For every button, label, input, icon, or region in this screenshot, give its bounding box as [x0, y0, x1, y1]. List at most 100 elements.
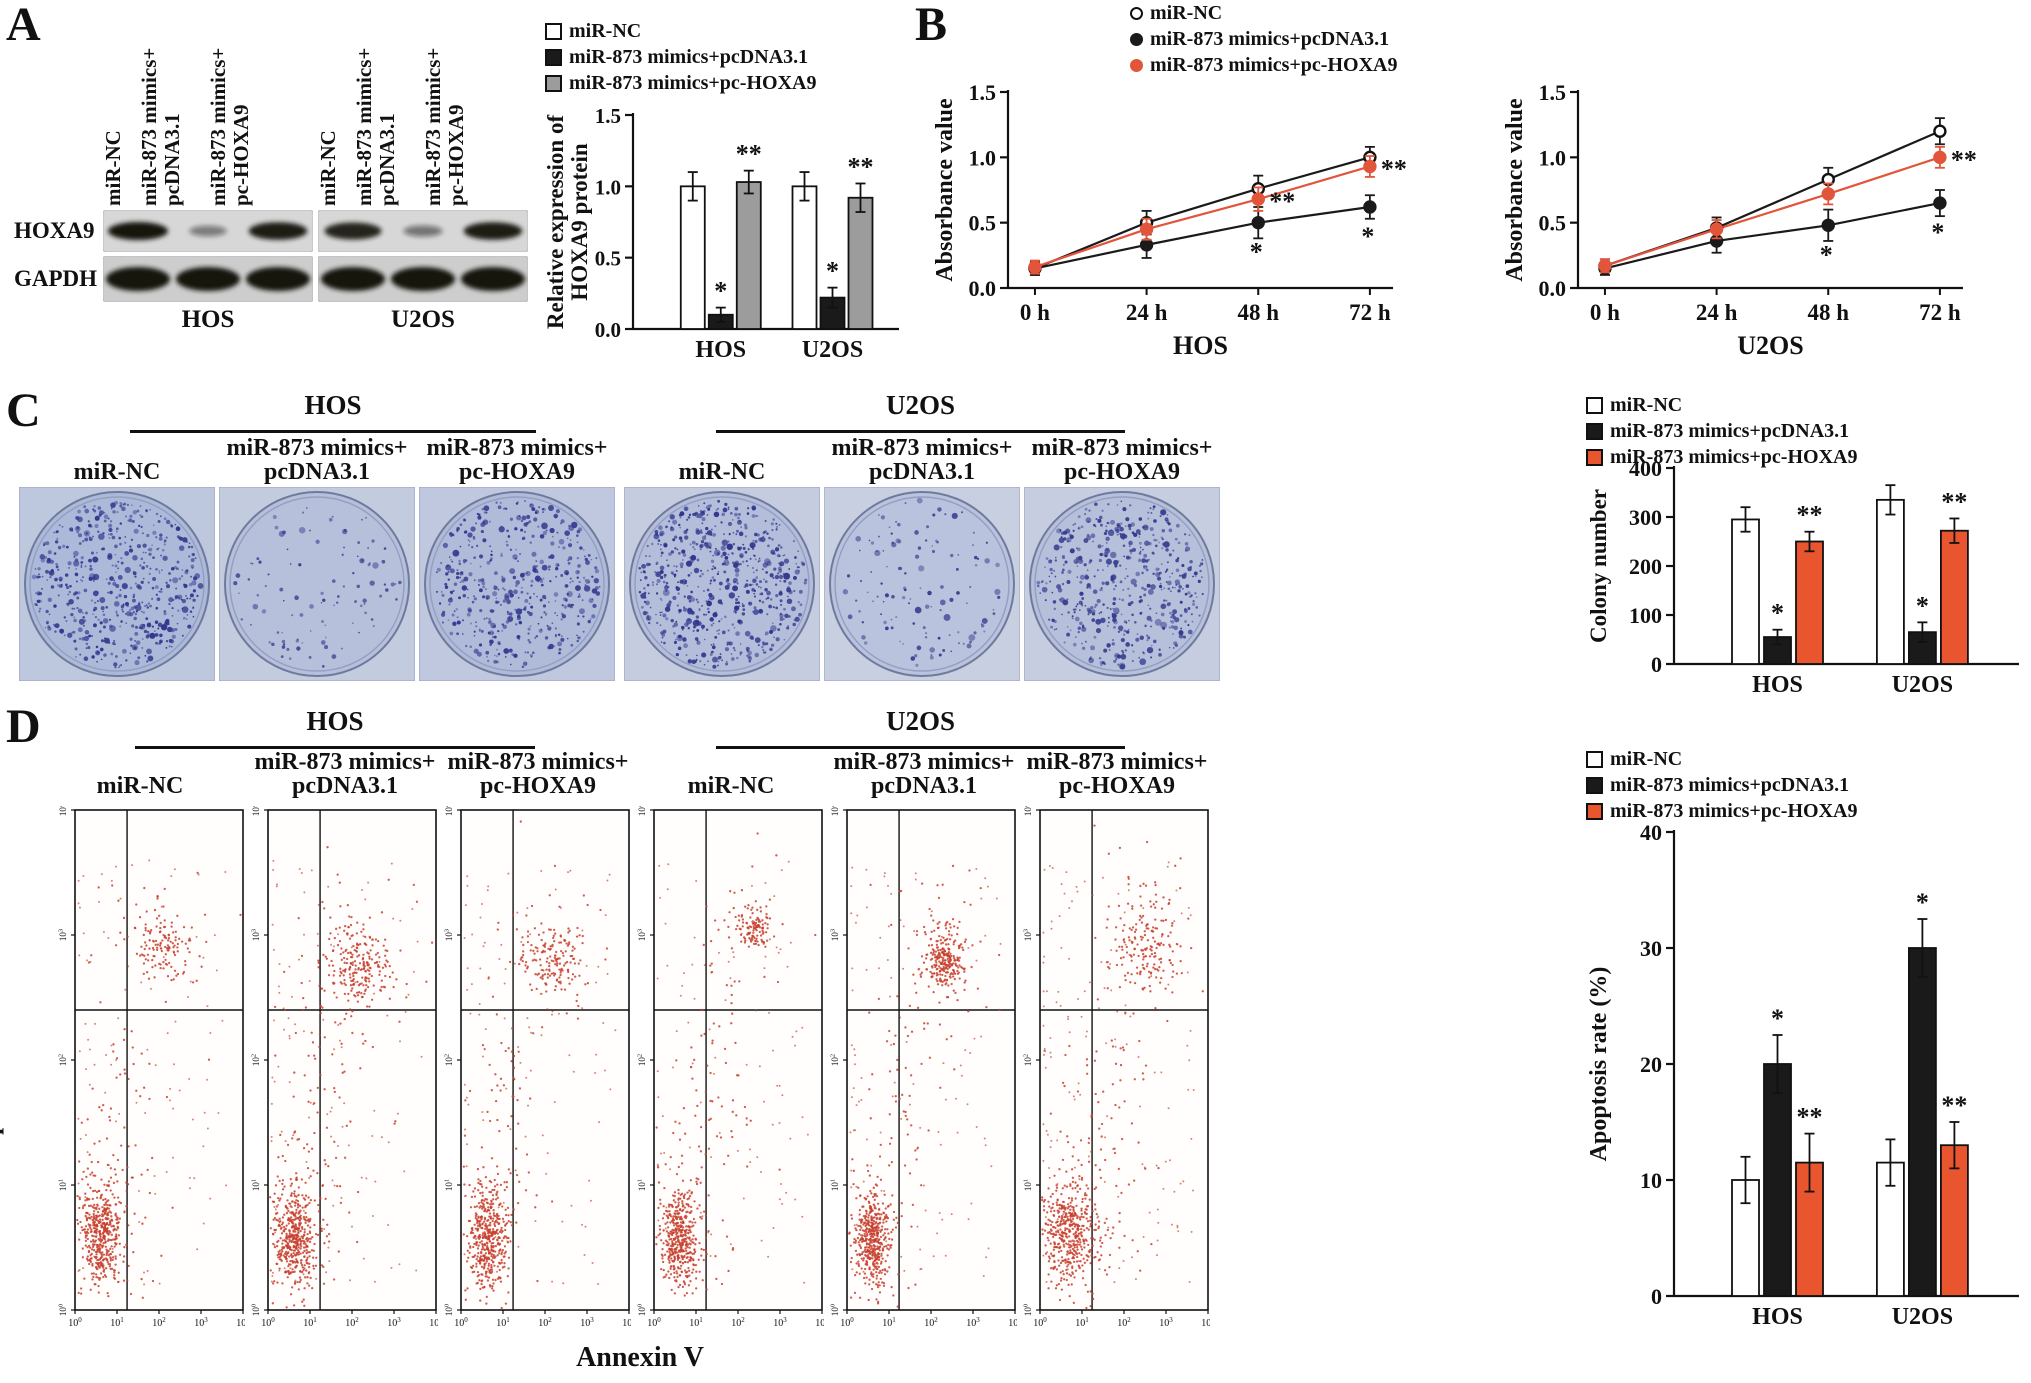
svg-text:100: 100 [261, 1316, 275, 1329]
legend-label: miR-NC [1610, 394, 1683, 416]
svg-text:0.0: 0.0 [1539, 276, 1567, 301]
col-label-d-5: miR-873 mimics+ pcDNA3.1 [819, 748, 1029, 798]
col-label-line1: miR-873 mimics+ [1031, 435, 1213, 461]
dish-u2os-mir873-pcdna [823, 486, 1021, 682]
svg-text:*: * [826, 257, 839, 286]
svg-text:1.0: 1.0 [595, 175, 621, 199]
svg-text:101: 101 [496, 1316, 510, 1329]
legend-item: miR-873 mimics+pcDNA3.1 [1130, 28, 1397, 51]
chart-cck8-u2os: 0.0 0.5 1.0 1.5 Absorbance value 0 h 24 h 48 h 7… [1498, 78, 1993, 368]
col-label-line2: pc-HOXA9 [1064, 459, 1180, 485]
blot-group-label-u2os: U2OS [391, 306, 455, 333]
col-label-line2: pcDNA3.1 [869, 459, 975, 485]
svg-text:100: 100 [454, 1316, 468, 1329]
chart-hoxa9-protein: 0.0 0.5 1.0 1.5 Relative expression of HOXA9 … [543, 95, 905, 363]
legend-swatch-orange [1586, 803, 1603, 820]
blot-HOXA9-HOS [102, 209, 314, 253]
col-label-d-2: miR-873 mimics+ pcDNA3.1 [240, 748, 450, 798]
col-label-line2: pcDNA3.1 [264, 459, 370, 485]
western-blot-hoxa9-u2os [317, 209, 529, 253]
legend-item: miR-873 mimics+pcDNA3.1 [1586, 420, 1857, 443]
col-label-line2: pcDNA3.1 [871, 773, 977, 799]
svg-text:102: 102 [152, 1316, 166, 1329]
western-blot-hoxa9-hos [102, 209, 314, 253]
col-label-d-6: miR-873 mimics+ pc-HOXA9 [1012, 748, 1222, 798]
col-label-line2: pcDNA3.1 [292, 773, 398, 799]
legend-marker-open-circle [1130, 7, 1143, 20]
col-label-c-6: miR-873 mimics+ pc-HOXA9 [1017, 434, 1227, 484]
legend-swatch-white [545, 23, 562, 40]
col-label-c-2: miR-873 mimics+ pcDNA3.1 [212, 434, 422, 484]
svg-text:*: * [1250, 238, 1263, 267]
svg-text:102: 102 [345, 1316, 359, 1329]
legend-marker-black-circle [1130, 33, 1143, 46]
blot-lane-label-3: miR-873 mimics+ pc-HOXA9 [206, 47, 253, 206]
colony-dish-u2os-pchoxa9 [1023, 486, 1221, 682]
svg-text:104: 104 [251, 806, 262, 816]
svg-text:104: 104 [444, 806, 455, 816]
svg-text:104: 104 [236, 1316, 245, 1329]
blot-GAPDH-HOS [102, 255, 314, 303]
legend-swatch-orange [1586, 449, 1603, 466]
legend-label: miR-873 mimics+pcDNA3.1 [569, 46, 809, 68]
dish-u2os-mir873-pchoxa9 [1023, 486, 1221, 682]
svg-text:1.5: 1.5 [595, 104, 621, 128]
svg-text:Relative expression of: Relative expression of [545, 115, 568, 330]
col-label-c-5: miR-873 mimics+ pcDNA3.1 [817, 434, 1027, 484]
svg-text:*: * [1820, 240, 1833, 269]
legend-item: miR-873 mimics+pc-HOXA9 [1586, 446, 1857, 469]
col-label-line1: miR-873 mimics+ [226, 435, 408, 461]
svg-text:48 h: 48 h [1807, 300, 1849, 325]
svg-text:1.5: 1.5 [1539, 80, 1567, 105]
svg-text:0.5: 0.5 [595, 247, 621, 271]
svg-text:104: 104 [429, 1316, 438, 1329]
dish-hos-mir873-pchoxa9 [418, 486, 616, 682]
col-label-line1: miR-873 mimics+ [833, 749, 1015, 775]
blot-row-label-gapdh: GAPDH [14, 266, 98, 291]
svg-text:U2OS: U2OS [802, 337, 863, 363]
svg-text:101: 101 [110, 1316, 124, 1329]
col-label-line1: miR-873 mimics+ [831, 435, 1013, 461]
svg-text:48 h: 48 h [1237, 300, 1279, 325]
col-label-line1: miR-NC [96, 773, 184, 799]
col-label-line1: miR-873 mimics+ [426, 435, 608, 461]
svg-text:Colony number: Colony number [1586, 489, 1611, 643]
blot-lane-label-4: miR-NC [316, 130, 340, 206]
y-axis-label-propidium-iodide: Propidium iodide [0, 981, 4, 1175]
svg-text:103: 103 [251, 929, 262, 941]
col-label-line1: miR-NC [73, 459, 161, 485]
panel-c-label: C [6, 384, 41, 437]
legend-swatch-black [1586, 777, 1603, 794]
dish-u2os-mir-nc [623, 486, 821, 682]
chart-colony-number: 0 100 200 300 400 Colony number * ** HOS * ** U2OS [1582, 456, 2027, 698]
svg-text:1.0: 1.0 [1539, 145, 1567, 170]
group-header-hos-c: HOS [304, 390, 362, 420]
group-header-u2os-c: U2OS [885, 390, 956, 420]
legend-label: miR-873 mimics+pc-HOXA9 [1610, 446, 1858, 468]
col-label-line1: miR-873 mimics+ [1026, 749, 1208, 775]
svg-text:**: ** [1797, 501, 1823, 530]
legend-item: miR-NC [1130, 2, 1397, 25]
svg-text:*: * [714, 277, 727, 306]
svg-text:0.0: 0.0 [969, 276, 997, 301]
col-label-d-4: miR-NC [626, 748, 836, 798]
flow-plot-u2os-mir-nc: 100100101101102102103103104104 [634, 803, 830, 1336]
svg-text:1.0: 1.0 [969, 145, 997, 170]
flow-plot-u2os-pcdna: 100100101101102102103103104104 [827, 803, 1023, 1336]
western-blot-gapdh-u2os [317, 255, 529, 303]
blot-HOXA9-U2OS [317, 209, 529, 253]
legend-item: miR-NC [545, 20, 816, 43]
legend-swatch-gray [545, 75, 562, 92]
colony-dish-u2os-pcdna [823, 486, 1021, 682]
panel-b-legend: miR-NC miR-873 mimics+pcDNA3.1 miR-873 m… [1130, 2, 1397, 77]
legend-swatch-black [545, 49, 562, 66]
col-label-line1: miR-NC [678, 459, 766, 485]
svg-text:100: 100 [1629, 603, 1662, 628]
panel-a-label: A [6, 0, 41, 51]
group-underline-hos-c [130, 430, 536, 433]
svg-text:U2OS: U2OS [1892, 672, 1953, 698]
western-blot-gapdh-hos [102, 255, 314, 303]
col-label-c-4: miR-NC [617, 434, 827, 484]
chart-cck8-hos: 0.0 0.5 1.0 1.5 Absorbance value 0 h 24 h 48 h 7… [928, 78, 1423, 368]
